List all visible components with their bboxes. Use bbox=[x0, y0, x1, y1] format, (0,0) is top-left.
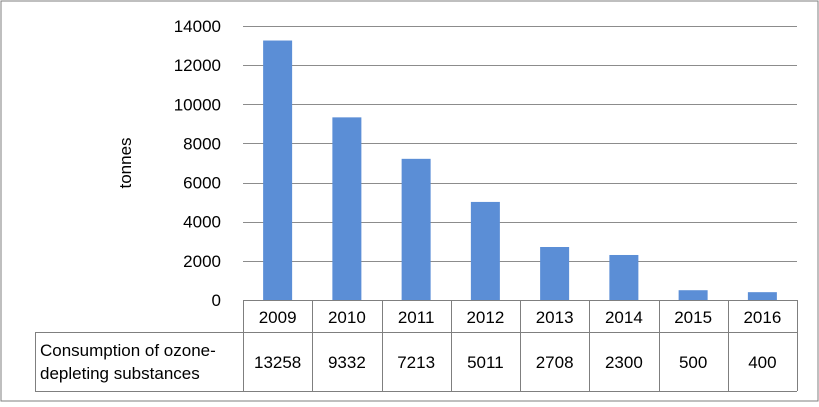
bar bbox=[540, 247, 570, 300]
table-row-label: Consumption of ozone- bbox=[40, 341, 216, 360]
bar bbox=[470, 201, 500, 300]
x-category-label: 2009 bbox=[259, 308, 297, 327]
bar bbox=[678, 290, 708, 300]
y-tick-label: 0 bbox=[212, 291, 221, 310]
x-category-label: 2011 bbox=[398, 308, 435, 327]
y-tick-label: 6000 bbox=[183, 174, 221, 193]
data-label: 5011 bbox=[467, 353, 504, 372]
x-category-label: 2010 bbox=[328, 308, 366, 327]
data-label: 13258 bbox=[254, 353, 301, 372]
y-tick-label: 14000 bbox=[174, 17, 221, 36]
bar bbox=[332, 117, 362, 300]
x-category-label: 2012 bbox=[466, 308, 504, 327]
table-row-label: depleting substances bbox=[40, 364, 200, 383]
y-tick-label: 2000 bbox=[183, 252, 221, 271]
y-tick-label: 12000 bbox=[174, 56, 221, 75]
bar bbox=[747, 292, 777, 300]
bar bbox=[263, 40, 293, 300]
y-tick-label: 10000 bbox=[174, 95, 221, 114]
data-label: 2708 bbox=[536, 353, 574, 372]
x-category-label: 2014 bbox=[605, 308, 643, 327]
x-category-label: 2013 bbox=[536, 308, 574, 327]
y-tick-label: 4000 bbox=[183, 213, 221, 232]
x-category-label: 2015 bbox=[674, 308, 712, 327]
bar bbox=[609, 254, 639, 300]
y-tick-label: 8000 bbox=[183, 134, 221, 153]
data-label: 500 bbox=[679, 353, 707, 372]
data-label: 400 bbox=[748, 353, 776, 372]
x-category-label: 2016 bbox=[743, 308, 781, 327]
data-label: 9332 bbox=[328, 353, 366, 372]
bar bbox=[401, 158, 431, 300]
data-label: 7213 bbox=[397, 353, 435, 372]
data-label: 2300 bbox=[605, 353, 643, 372]
y-axis-label: tonnes bbox=[116, 137, 135, 188]
